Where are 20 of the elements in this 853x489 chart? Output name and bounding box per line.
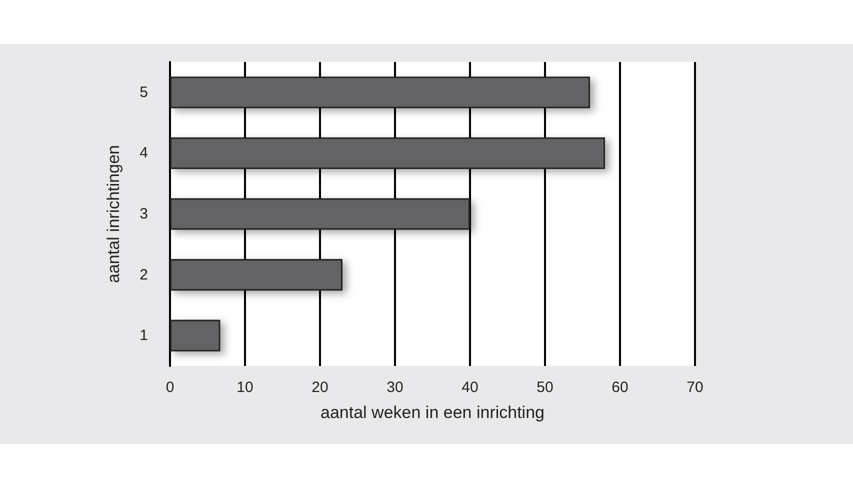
x-axis-title: aantal weken in een inrichting [320,403,544,422]
x-tick-label: 70 [686,379,704,396]
bar [170,320,220,352]
x-tick-label: 30 [386,379,404,396]
y-axis-title: aantal inrichtingen [104,145,123,283]
bar [170,76,590,108]
bar [170,137,605,170]
bar [170,198,470,230]
x-tick-label: 0 [166,379,174,396]
y-tick-label: 5 [140,84,148,101]
x-tick-label: 60 [612,379,628,396]
y-tick-label: 1 [140,327,148,344]
bar [170,258,342,291]
y-tick-label: 4 [140,144,148,162]
x-tick-label: 40 [462,379,478,396]
y-tick-label: 2 [140,266,148,284]
x-tick-label: 50 [536,379,554,396]
x-tick-label: 20 [312,379,328,396]
y-tick-label: 3 [140,206,148,222]
x-tick-label: 10 [236,379,254,396]
